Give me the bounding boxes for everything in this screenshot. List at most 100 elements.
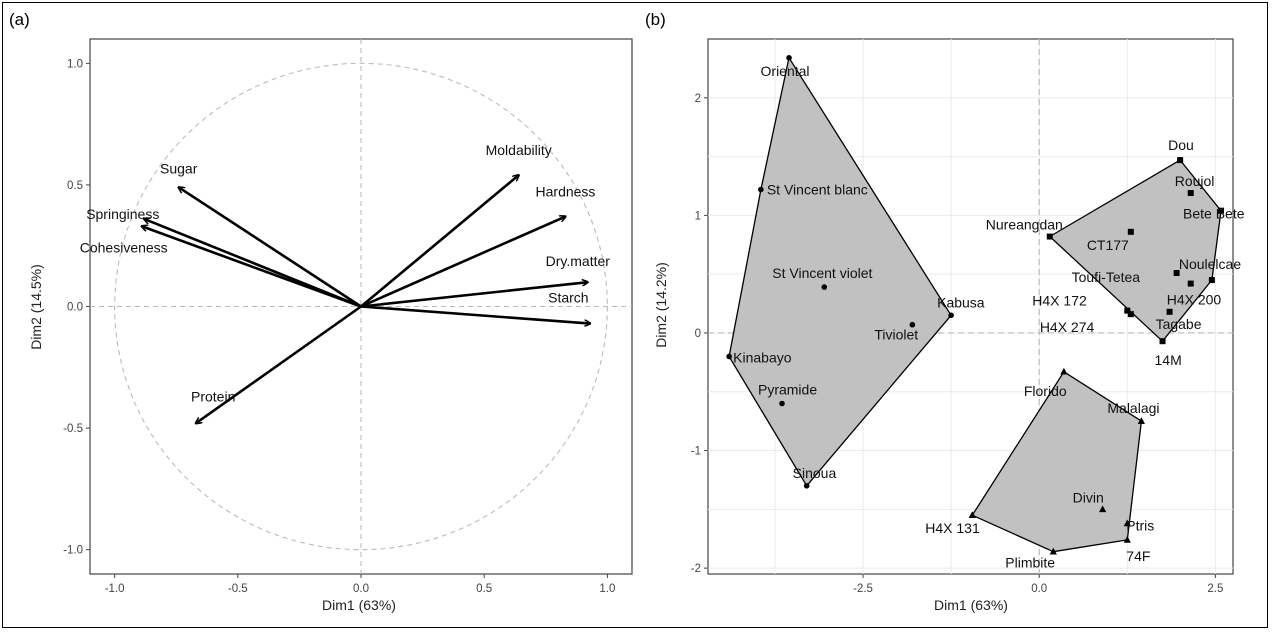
cluster-1-hull [728,57,952,487]
label-ptris: Ptris [1126,517,1154,533]
label-14m: 14M [1155,352,1182,368]
point-roujol [1187,190,1194,197]
panel-a-y-tick-label: 1.0 [67,58,83,70]
label-malalagi: Malalagi [1107,400,1159,416]
label-sinoua: Sinoua [793,465,837,481]
panel-b-y-tick-label: 2 [695,93,701,105]
panel-a-variables-plot: -1.0 -0.5 0.0 0.5 1.0 -1.0 -0.5 0.0 0.5 1.0 Sugar S… [63,38,633,595]
panel-a-ylabel: Dim2 (14.5%) [28,264,44,350]
label-pyramide: Pyramide [758,382,817,398]
cluster-3-hull [971,371,1143,553]
panel-b-x-tick-label: 2.5 [1207,583,1223,595]
variable-label-cohesiveness: Cohesiveness [80,239,168,255]
point-divin [1099,505,1107,513]
label-st-vincent-violet: St Vincent violet [772,265,872,281]
variable-label-dry-matter: Dry.matter [546,253,611,269]
variable-label-springiness: Springiness [86,206,159,222]
label-kabusa: Kabusa [937,294,985,310]
variable-label-hardness: Hardness [536,184,596,200]
panel-a-x-tick-label: 0.5 [476,583,492,595]
panel-b-x-tick-label: 0.0 [1031,583,1047,595]
chart-canvas: (a) (b) Dim1 (63%) Dim2 (14.5%) Dim1 (63… [9,10,1245,613]
label-kinabayo: Kinabayo [733,349,792,365]
label-plimbite: Plimbite [1005,555,1055,571]
point-st-vincent-violet [821,284,828,290]
point-h4x-274 [1127,311,1134,318]
panel-a-xlabel: Dim1 (63%) [322,597,396,613]
panel-a-x-tick-label: 1.0 [599,583,615,595]
point-ct177 [1127,228,1134,235]
label-h4x-274: H4X 274 [1040,319,1095,335]
label-florido: Florido [1024,383,1067,399]
label-toufi-tetea: Toufi-Tetea [1072,269,1141,285]
label-divin: Divin [1073,489,1104,505]
point-malalagi [1137,417,1145,424]
panel-a-label: (a) [9,10,30,29]
point-toufi-tetea [1173,269,1180,276]
point-ptris [1123,519,1131,527]
point-sinoua [803,483,810,489]
panel-a-y-tick-label: 0.0 [67,302,83,314]
label-noulelcae: Noulelcae [1179,256,1241,272]
point-florido [1060,367,1068,375]
variable-label-moldability: Moldability [486,142,552,158]
panel-a-x-tick-label: 0.0 [353,583,369,595]
point-nureangdan [1046,233,1053,240]
panel-b-ylabel: Dim2 (14.2%) [653,262,669,348]
point-tiviolet [909,321,916,328]
label-h4x-131: H4X 131 [925,520,980,536]
point-74f [1123,535,1131,543]
panel-b-y-tick-label: -2 [691,563,701,575]
arrow-sugar [179,187,362,308]
cluster-2-hull [1049,159,1222,342]
arrow-protein [196,305,362,424]
panel-b-y-tick-label: -1 [691,446,701,458]
point-noulelcae [1208,277,1215,284]
label-dou: Dou [1168,137,1194,153]
panel-a-y-tick-label: -1.0 [63,545,83,557]
variable-label-starch: Starch [548,290,588,306]
point-kabusa [948,312,954,319]
label-h4x-200: H4X 200 [1167,292,1222,308]
label-tagabe: Tagabe [1156,316,1202,332]
arrow-hardness [360,217,565,308]
panel-b-individuals-plot: -2.5 0.0 2.5 -2 -1 0 1 2 Oriental St Vincent blan… [691,38,1245,595]
arrow-moldability [360,175,519,308]
panel-b-xlabel: Dim1 (63%) [934,597,1008,613]
arrow-dry-matter [360,282,588,308]
panel-a-x-tick-label: -0.5 [228,583,248,595]
arrow-starch [360,305,590,324]
panel-b-y-tick-label: 0 [695,328,701,340]
label-oriental: Oriental [761,63,810,79]
panel-b-y-tick-label: 1 [695,210,701,222]
point-tagabe [1166,308,1173,315]
label-h4x-172: H4X 172 [1032,293,1087,309]
point-14m [1159,338,1166,345]
panel-a-y-tick-label: -0.5 [63,423,83,435]
label-ct177: CT177 [1087,237,1129,253]
label-nureangdan: Nureangdan [986,217,1063,233]
label-roujol: Roujol [1175,173,1215,189]
point-bete-bete [1218,207,1225,214]
label-74f: 74F [1126,548,1150,564]
label-bete-bete: Bete Bete [1183,206,1245,222]
point-h4x-172 [1124,307,1131,314]
label-tiviolet: Tiviolet [874,327,918,343]
point-dou [1177,157,1184,164]
point-oriental [786,55,792,61]
point-h4x-200 [1187,280,1194,287]
label-st-vincent-blanc: St Vincent blanc [767,182,868,198]
point-plimbite [1049,547,1057,555]
point-st-vincent-blanc [758,186,764,193]
point-h4x-131 [968,511,976,519]
point-kinabayo [726,353,732,360]
panel-b-x-tick-label: -2.5 [853,583,873,595]
arrow-cohesiveness [142,226,362,308]
panel-a-x-tick-label: -1.0 [105,583,125,595]
point-pyramide [779,400,785,407]
panel-a-y-tick-label: 0.5 [67,180,83,192]
panel-b-label: (b) [645,10,666,29]
variable-label-sugar: Sugar [160,160,198,176]
variable-label-protein: Protein [191,388,235,404]
